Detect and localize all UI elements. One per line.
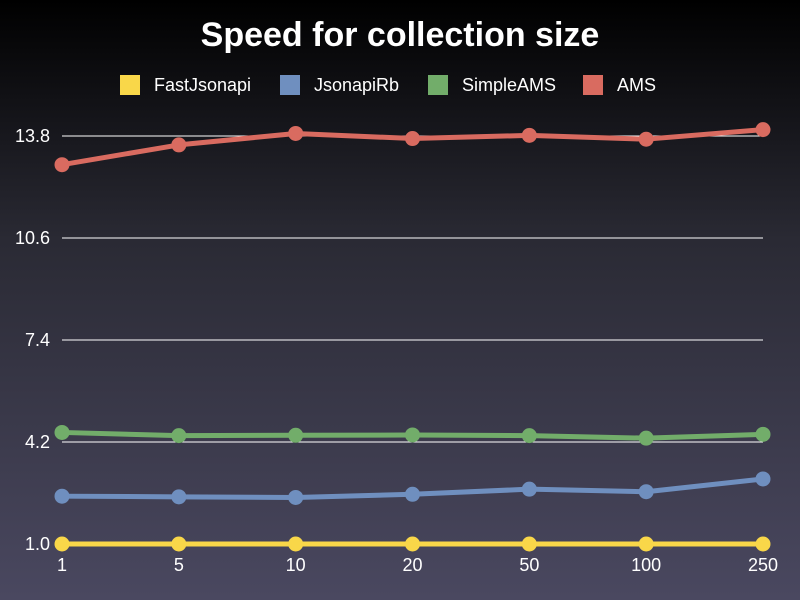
data-point-simpleams <box>755 426 771 442</box>
legend-swatch-simpleams <box>428 75 448 95</box>
x-tick-label: 50 <box>519 555 539 575</box>
data-point-jsonapirb <box>54 488 70 504</box>
legend-swatch-jsonapirb <box>280 75 300 95</box>
data-point-jsonapirb <box>521 481 537 497</box>
legend-label-simpleams: SimpleAMS <box>462 75 556 95</box>
legend-swatch-fastjsonapi <box>120 75 140 95</box>
data-point-jsonapirb <box>171 489 187 505</box>
series-lines <box>54 122 771 552</box>
y-tick-label: 10.6 <box>15 228 50 248</box>
y-tick-label: 13.8 <box>15 126 50 146</box>
y-axis-tick-labels: 1.0 4.2 7.4 10.6 13.8 <box>15 126 50 554</box>
data-point-ams <box>288 125 304 141</box>
series-fastjsonapi <box>54 536 771 552</box>
y-tick-label: 1.0 <box>25 534 50 554</box>
data-point-ams <box>54 157 70 173</box>
data-point-fastjsonapi <box>755 536 771 552</box>
data-point-jsonapirb <box>755 471 771 487</box>
data-point-jsonapirb <box>638 484 654 500</box>
y-tick-label: 4.2 <box>25 432 50 452</box>
x-tick-label: 250 <box>748 555 778 575</box>
chart-title: Speed for collection size <box>201 16 600 54</box>
x-tick-label: 20 <box>402 555 422 575</box>
legend-label-fastjsonapi: FastJsonapi <box>154 75 251 95</box>
legend-label-jsonapirb: JsonapiRb <box>314 75 399 95</box>
x-tick-label: 1 <box>57 555 67 575</box>
data-point-ams <box>171 137 187 153</box>
legend-label-ams: AMS <box>617 75 656 95</box>
x-tick-label: 10 <box>286 555 306 575</box>
data-point-simpleams <box>171 428 187 444</box>
data-point-simpleams <box>638 430 654 446</box>
data-point-simpleams <box>521 428 537 444</box>
data-point-fastjsonapi <box>638 536 654 552</box>
data-point-simpleams <box>405 427 420 443</box>
data-point-simpleams <box>288 427 304 443</box>
data-point-fastjsonapi <box>171 536 187 552</box>
series-jsonapirb <box>54 471 771 505</box>
data-point-ams <box>638 131 654 147</box>
legend-swatch-ams <box>583 75 603 95</box>
data-point-jsonapirb <box>405 486 420 502</box>
x-tick-label: 100 <box>631 555 661 575</box>
data-point-fastjsonapi <box>54 536 70 552</box>
x-axis-tick-labels: 1 5 10 20 50 100 250 <box>57 555 778 575</box>
chart-legend: FastJsonapi JsonapiRb SimpleAMS AMS <box>120 75 656 95</box>
data-point-simpleams <box>54 424 70 440</box>
data-point-jsonapirb <box>288 489 304 505</box>
data-point-ams <box>755 122 771 138</box>
data-point-fastjsonapi <box>405 536 420 552</box>
series-ams <box>54 122 771 173</box>
data-point-fastjsonapi <box>288 536 304 552</box>
y-tick-label: 7.4 <box>25 330 50 350</box>
y-gridlines <box>62 135 763 443</box>
data-point-ams <box>405 131 420 147</box>
series-simpleams <box>54 424 771 446</box>
data-point-fastjsonapi <box>521 536 537 552</box>
x-tick-label: 5 <box>174 555 184 575</box>
data-point-ams <box>521 127 537 143</box>
